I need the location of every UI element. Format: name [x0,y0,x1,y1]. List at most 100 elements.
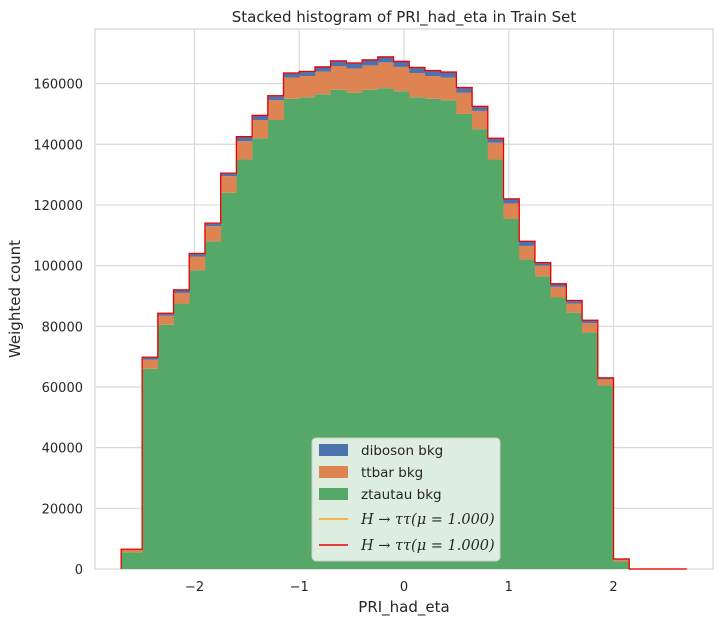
y-tick-label: 160000 [33,78,83,93]
bar-ttbar-7 [236,141,253,160]
legend-label-signal-red: H → ττ(μ = 1.000) [360,538,495,554]
y-tick-label: 20000 [42,502,83,517]
legend-label-ttbar: ttbar bkg [361,465,423,481]
legend: diboson bkg ttbar bkg ztautau bkg H → ττ… [311,437,501,562]
bar-ztautau-10 [283,98,300,570]
bar-ttbar-13 [330,66,347,90]
bar-ttbar-14 [346,68,363,93]
bar-ttbar-27 [550,286,567,298]
bar-diboson-19 [424,70,441,77]
chart-title: Stacked histogram of PRI_had_eta in Trai… [232,8,577,27]
bar-ttbar-10 [283,77,300,99]
bar-diboson-5 [204,223,221,227]
bar-ttbar-24 [503,203,520,219]
bar-ttbar-17 [393,66,410,92]
bar-ztautau-25 [519,259,536,569]
bar-diboson-29 [582,320,599,324]
bar-ztautau-28 [566,312,583,569]
bar-ttbar-6 [220,176,237,193]
x-tick-label: −1 [290,580,309,595]
bar-ttbar-12 [314,71,331,95]
bar-diboson-21 [456,87,473,93]
legend-swatch-ttbar [319,466,348,478]
bar-diboson-12 [314,66,331,72]
bar-ttbar-25 [519,245,536,260]
bar-ttbar-21 [456,92,473,114]
bar-ttbar-15 [362,65,379,90]
bar-diboson-3 [173,289,190,293]
bar-ztautau-11 [299,97,316,570]
bar-diboson-24 [503,198,520,204]
bar-ttbar-26 [534,265,551,277]
bar-diboson-27 [550,283,567,287]
y-tick-label: 140000 [33,138,83,153]
y-axis-title: Weighted count [6,240,24,358]
bar-diboson-30 [597,377,614,380]
bar-ztautau-26 [534,276,551,569]
bar-ttbar-0 [121,549,143,553]
bar-ttbar-4 [189,256,206,271]
bar-ttbar-30 [597,379,614,386]
legend-swatch-diboson [319,444,348,456]
x-tick-label: 0 [400,580,408,595]
y-tick-label: 60000 [42,381,83,396]
bar-diboson-2 [157,313,174,316]
bar-ztautau-27 [550,297,567,569]
bar-diboson-18 [409,67,426,73]
y-tick-label: 100000 [33,260,83,275]
bar-diboson-13 [330,60,347,67]
bar-ttbar-22 [472,110,489,130]
bar-diboson-22 [472,106,489,111]
bar-ttbar-19 [424,76,441,99]
bar-ttbar-28 [566,303,583,313]
bar-ttbar-23 [487,142,504,160]
bar-ztautau-0 [121,552,143,569]
bar-ttbar-1 [142,359,159,369]
bar-ttbar-31 [613,559,630,562]
x-tick-label: 2 [609,580,617,595]
bar-ttbar-8 [252,120,269,139]
bar-diboson-9 [267,95,284,101]
bar-diboson-10 [283,72,300,78]
bar-diboson-17 [393,61,410,67]
y-tick-labels: 0 20000 40000 60000 80000 100000 120000 140000 1… [33,78,83,578]
bar-ttbar-3 [173,292,190,304]
bar-diboson-26 [534,262,551,266]
bar-diboson-4 [189,253,206,257]
bar-ztautau-6 [220,192,237,569]
legend-label-ztautau: ztautau bkg [361,487,442,503]
bar-diboson-15 [362,59,379,66]
bar-ttbar-2 [157,315,174,325]
bar-diboson-25 [519,241,536,246]
bar-diboson-1 [142,357,159,360]
bar-diboson-14 [346,62,363,69]
y-tick-label: 40000 [42,442,83,457]
legend-label-diboson: diboson bkg [361,443,443,459]
bar-ttbar-11 [299,76,316,98]
bar-ztautau-8 [252,138,269,569]
bar-ttbar-5 [204,226,221,242]
bar-ttbar-18 [409,72,426,98]
y-tick-label: 80000 [42,320,83,335]
bar-ztautau-1 [142,368,159,569]
bar-diboson-6 [220,173,237,177]
bar-diboson-7 [236,136,253,142]
bar-ztautau-3 [173,303,190,569]
bar-diboson-20 [440,72,457,78]
x-tick-labels: −2 −1 0 1 2 [185,580,618,595]
bar-ztautau-29 [582,332,599,569]
bar-diboson-16 [377,56,394,63]
bar-ztautau-31 [613,561,630,569]
bar-diboson-8 [252,115,269,121]
bar-ttbar-9 [267,100,284,121]
x-axis-title: PRI_had_eta [358,598,449,617]
bar-ztautau-24 [503,218,520,569]
y-tick-label: 120000 [33,199,83,214]
bar-ttbar-29 [582,323,599,333]
legend-swatch-ztautau [319,488,348,500]
signal-step-red [120,56,687,570]
bar-ztautau-2 [157,324,174,569]
signal-step-lines [120,56,687,570]
x-tick-label: −2 [185,580,204,595]
